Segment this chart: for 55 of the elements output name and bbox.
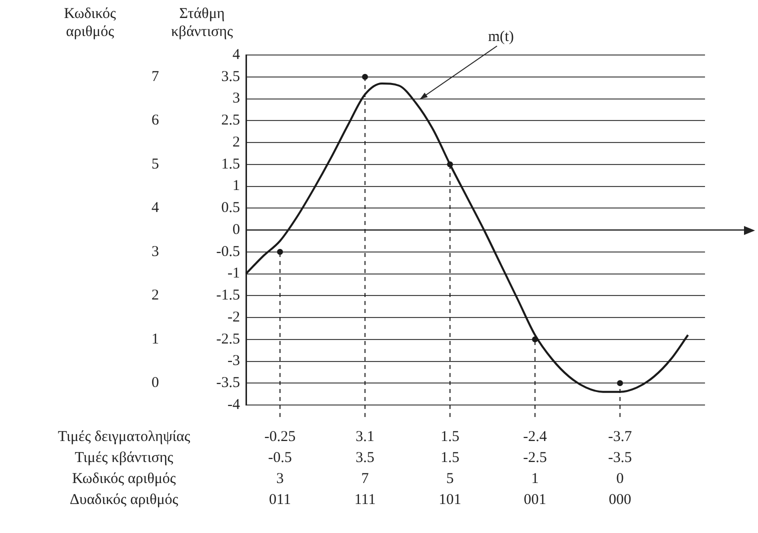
y-tick-label: 1 [232,178,240,194]
text: 001 [524,492,546,508]
y2-axis-title: Κωδικός αριθμός [64,6,116,40]
data-label: -2.5 [523,450,547,466]
y2-tick-label: 1 [152,331,159,348]
y-tick-label: 1.5 [221,156,240,172]
y-tick-label: -1 [228,266,240,282]
y-tick-label: -2.5 [216,331,240,348]
text: 5 [446,470,454,487]
text: 3 [276,470,284,487]
y2-tick-label: 3 [152,244,159,260]
text: 111 [354,492,376,508]
y2-tick-label: 4 [152,200,160,216]
point [362,74,368,80]
y-tick-label: 2 [232,134,240,150]
text: Δυαδικός αριθμός [70,492,178,508]
y-tick-label: 0 [232,222,240,238]
data-label: -0.25 [264,428,296,445]
y2-tick-label: 0 [152,375,159,392]
y-tick-label: 3 [232,90,240,107]
y2-tick-label: 2 [152,288,159,304]
text: m(t) [488,28,514,45]
y-axis-title: Στάθμη κβάντισης [171,6,233,40]
text: 7 [361,470,370,487]
point [617,380,623,386]
text: 0 [616,470,624,487]
y2-tick-label: 5 [152,156,159,172]
y-tick-label: -1.5 [216,288,240,304]
data-label: -0.5 [268,450,292,466]
y-tick-label: 0.5 [221,200,240,216]
text: Τιμές κβάντισης [74,450,174,466]
data-label: 1.5 [440,450,460,466]
y-tick-label: 4 [232,46,240,63]
point [277,248,283,255]
text: Κωδικός αριθμός [72,470,176,487]
data-label: -3.7 [608,428,632,445]
text: 011 [269,492,291,508]
y-tick-label: -3 [228,353,240,370]
y-tick-label: -4 [228,396,240,413]
data-label: 1.5 [440,428,460,445]
y2-tick-label: 7 [152,68,160,85]
text: 101 [438,492,462,508]
y-tick-label: -3.5 [216,375,240,392]
data-label: 3.1 [356,428,374,445]
data-label: -2.4 [523,428,548,445]
text: 000 [608,492,632,508]
data-label: 3.5 [356,450,374,466]
data-label: -3.5 [608,450,632,466]
text: 1 [531,470,539,487]
y-tick-label: 2.5 [221,112,240,129]
text: Τιμές δειγματοληψίας [58,428,190,445]
y-tick-label: -2 [228,309,240,326]
y-tick-label: 3.5 [221,68,240,85]
y2-tick-label: 6 [152,112,160,129]
y-tick-label: -0.5 [216,244,240,260]
